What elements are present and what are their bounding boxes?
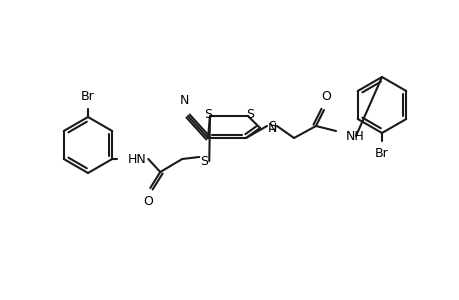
Text: S: S	[268, 119, 275, 133]
Text: Br: Br	[374, 147, 388, 160]
Text: S: S	[203, 108, 212, 121]
Text: S: S	[246, 108, 253, 121]
Text: N: N	[179, 94, 188, 107]
Text: HN: HN	[128, 152, 147, 166]
Text: S: S	[200, 154, 208, 167]
Text: NH: NH	[345, 130, 364, 142]
Text: O: O	[320, 90, 330, 103]
Text: Br: Br	[81, 90, 95, 103]
Text: O: O	[143, 195, 153, 208]
Text: N: N	[268, 122, 277, 134]
